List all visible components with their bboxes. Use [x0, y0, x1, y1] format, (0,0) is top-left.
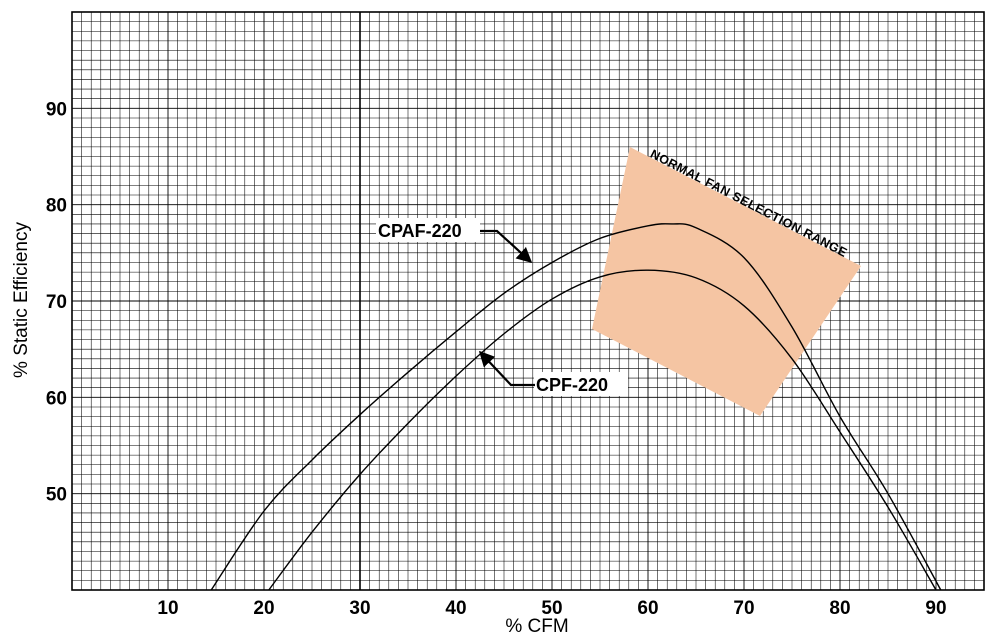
series-label-cpaf-220-group: CPAF-220 [376, 218, 533, 264]
series-pointer-cpaf-220 [480, 229, 533, 264]
plot-frame [71, 11, 985, 591]
x-tick-label: 20 [253, 598, 274, 619]
x-tick-label: 40 [445, 598, 466, 619]
y-tick-label: 70 [46, 292, 67, 313]
x-tick-label: 10 [157, 598, 178, 619]
x-tick-label: 30 [349, 598, 370, 619]
y-tick-label: 60 [46, 388, 67, 409]
y-axis-title: % Static Efficiency [11, 222, 32, 378]
series-line-cpaf-220 [210, 223, 942, 590]
series-label-cpf-220-group: CPF-220 [478, 350, 628, 396]
grid [71, 11, 985, 591]
x-tick-label: 50 [541, 598, 562, 619]
series-label-cpaf-220: CPAF-220 [378, 221, 462, 241]
x-tick-label: 90 [925, 598, 946, 619]
x-tick-label: 80 [829, 598, 850, 619]
y-tick-label: 80 [46, 196, 67, 217]
y-tick-label: 90 [46, 99, 67, 120]
x-tick-label: 70 [733, 598, 754, 619]
series-pointer-cpf-220 [478, 350, 535, 387]
x-tick-label: 60 [637, 598, 658, 619]
series-line-cpf-220 [268, 269, 937, 590]
y-tick-labels: 50 60 70 80 90 [46, 99, 67, 505]
y-tick-label: 50 [46, 485, 67, 506]
x-tick-labels: 10 20 30 40 50 60 70 80 90 [157, 598, 946, 619]
x-axis-title: % CFM [505, 616, 568, 637]
curves [210, 223, 942, 590]
normal-fan-selection-range-shape [592, 147, 861, 416]
series-label-cpf-220: CPF-220 [536, 375, 608, 395]
